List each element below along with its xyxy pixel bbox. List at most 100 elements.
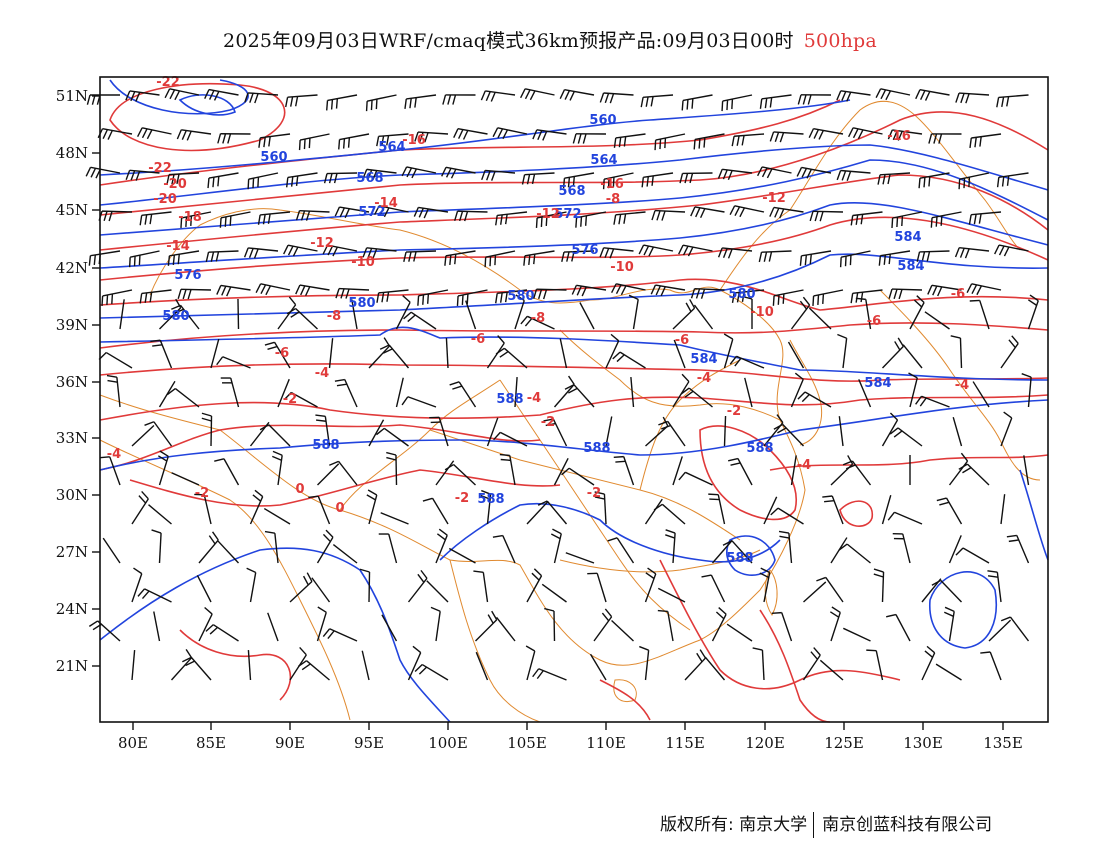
wind-barb-icon [969,299,990,330]
wind-barb-icon [628,294,639,330]
wind-barb-icon [594,491,607,525]
wind-barb-icon [829,606,841,642]
wind-barb-icon [657,609,674,642]
wind-barb-icon [790,455,797,486]
wind-barb-icon [639,645,650,681]
wind-barb-icon [672,373,690,408]
wind-barb-icon [414,663,449,681]
wind-barb-icon [886,613,911,642]
isotherm [109,82,286,152]
wind-barb-icon [335,287,370,299]
wind-barb-icon [176,129,212,141]
temperature-label: -2 [195,486,209,501]
wind-barb-icon [537,500,568,525]
wind-barb-icon [744,377,753,408]
isotherm [99,394,1049,421]
wind-barb-icon [924,311,950,330]
wind-barb-icon [456,289,488,306]
geopotential-label: 584 [690,352,717,367]
wind-barb-icon [151,529,162,564]
wind-barb-icon [88,250,121,266]
wind-barb-icon [285,94,318,108]
wind-barb-icon [492,127,528,140]
wind-barb-icon [492,534,516,564]
temperature-label: -2 [455,491,469,506]
wind-barb-icon [690,288,725,299]
wind-barb-icon [85,166,121,179]
wind-barb-icon [316,529,334,564]
wind-barb-icon [403,311,437,330]
wind-barb-icon [723,415,727,447]
geopotential-label: 584 [894,230,921,245]
wind-barb-icon [444,463,476,486]
isohypse [109,79,249,115]
isotherm [99,363,1049,382]
temperature-label: -2 [727,404,741,419]
wind-barb-icon [773,423,805,447]
isotherm [759,609,831,723]
wind-barb-icon [875,88,911,101]
lon-axis: 80E 85E 90E 95E 100E 105E 110E 115E 120E 125E 130E… [118,722,1023,752]
wind-barb-icon [816,576,844,603]
wind-barb-icon [943,606,955,642]
wind-barb-icon [561,250,595,262]
wind-barb-icon [373,205,409,218]
wind-barb-icon [752,647,765,681]
isohypse [99,326,681,346]
wind-barb-icon [368,419,385,447]
wind-barb-icon [678,244,713,257]
wind-barb-icon [930,211,962,228]
wind-barb-icon [480,90,516,102]
wind-barb-icon [322,244,358,257]
wind-barb-icon [843,627,871,642]
wind-barb-icon [323,172,358,184]
wind-barb-icon [417,289,449,306]
wind-barb-icon [836,90,871,102]
wind-barb-icon [553,457,569,486]
isohypse [178,94,236,116]
lat-tick-label: 27N [56,543,88,561]
wind-barb-icon [286,307,318,330]
isohypse [99,253,1049,319]
wind-barb-icon [255,283,291,296]
wind-barb-icon [572,133,607,144]
wind-barb-icon [177,288,212,300]
wind-barb-icon [473,570,489,603]
wind-barb-icon [277,378,290,408]
wind-barb-icon [931,579,963,603]
isohypse [99,99,851,176]
wind-barb-icon [480,489,492,525]
lat-tick-label: 48N [56,144,88,162]
geopotential-label: 572 [358,205,385,220]
wind-barb-icon [514,377,518,408]
wind-barb-icon [514,294,525,330]
wind-barb-icon [802,647,821,681]
wind-barb-icon [465,300,477,330]
wind-barb-icon [495,289,528,304]
geopotential-label: 580 [348,296,375,311]
wind-barb-icon [285,172,318,188]
wind-barb-icon [654,133,686,151]
lat-axis: 51N 48N 45N 42N 39N 36N 33N 30N 27N 24N 21N [56,87,100,675]
temperature-label: -4 [797,458,811,473]
wind-barb-icon [297,660,330,681]
wind-barb-icon [948,452,969,486]
isotherm [99,111,1049,216]
wind-barb-icon [770,507,804,525]
wind-barb-icon [328,338,334,369]
wind-barb-icon [640,94,674,108]
wind-barb-icon [759,567,771,603]
wind-barb-icon [258,133,291,148]
wind-barb-icon [366,489,378,525]
province-line [429,429,741,541]
wind-barb-icon [928,133,962,144]
isohypse [679,344,1049,381]
wind-barb-icon [180,211,212,228]
temperature-label: -8 [606,192,620,207]
wind-barb-icon [97,128,133,140]
wind-barb-icon [157,450,169,486]
wind-barb-icon [571,284,607,297]
lon-tick-label: 110E [586,734,626,752]
wind-barb-icon [839,250,871,268]
wind-barb-icon [565,552,595,564]
